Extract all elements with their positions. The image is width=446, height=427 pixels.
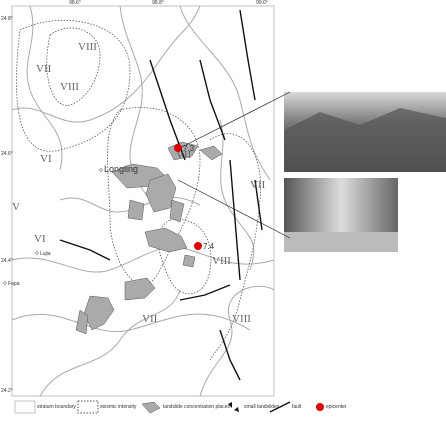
intensity-lines (16, 19, 262, 361)
intensity-label: VII (250, 179, 266, 191)
landslide-areas (75, 141, 223, 335)
intensity-label: VI (40, 153, 52, 165)
legend-label: epicenter (326, 404, 347, 410)
pointer (179, 91, 291, 149)
intensity-label: V (12, 201, 20, 213)
legend-label: landslide concentration places (163, 404, 230, 410)
legend-label: small landslides (244, 404, 280, 410)
intensity-label: VIII (78, 41, 97, 53)
legend-small (228, 402, 239, 412)
intensity-label: VIII (212, 255, 231, 267)
legend-stratum (14, 400, 36, 414)
place-dot (3, 281, 7, 285)
epicenter-label: 7.3 (183, 144, 195, 153)
intensity-label: VII (142, 313, 158, 325)
photo-hills (284, 108, 446, 172)
intensity-label: VI (34, 233, 46, 245)
latitude-label: 24.2° (1, 388, 13, 394)
latitude-label: 24.6° (1, 151, 13, 157)
place-name: Lujia (40, 251, 51, 257)
legend-label: seismic intensity (100, 404, 137, 410)
photo-water (284, 232, 398, 252)
latitude-label: 24.4° (1, 258, 13, 264)
intensity-label: VII (36, 63, 52, 75)
legend-fault (269, 401, 291, 413)
legend-label: stratum boundary (37, 404, 76, 410)
intensity-label: VII (176, 149, 192, 161)
legend-landslide (141, 401, 161, 414)
legend-label: fault (292, 404, 302, 410)
place-dot (35, 251, 39, 255)
intensity-label: VIII (232, 313, 251, 325)
longitude-label: 98.8° (152, 0, 164, 6)
epicenter (194, 242, 202, 250)
epicenter (174, 144, 182, 152)
legend: stratum boundary seismic intensity lands… (14, 400, 347, 414)
epicenter-label: 7.4 (203, 242, 215, 251)
labels: 98.6° 98.8° 99.0° 24.8° 24.6° 24.4° 24.2° VIII V… (1, 0, 268, 394)
latitude-label: 24.8° (1, 16, 13, 22)
photos (284, 92, 446, 252)
place-dot (99, 168, 103, 172)
longitude-label: 98.6° (69, 0, 81, 6)
stratum-boundaries (11, 5, 275, 397)
legend-epicenter (316, 403, 324, 411)
pointer (177, 179, 291, 239)
intensity-label: VIII (60, 81, 79, 93)
longitude-label: 99.0° (256, 0, 268, 6)
map-frame (11, 5, 275, 397)
place-name: Longling (104, 164, 138, 174)
legend-intensity (77, 400, 99, 414)
place-name: Fapa (8, 281, 20, 287)
